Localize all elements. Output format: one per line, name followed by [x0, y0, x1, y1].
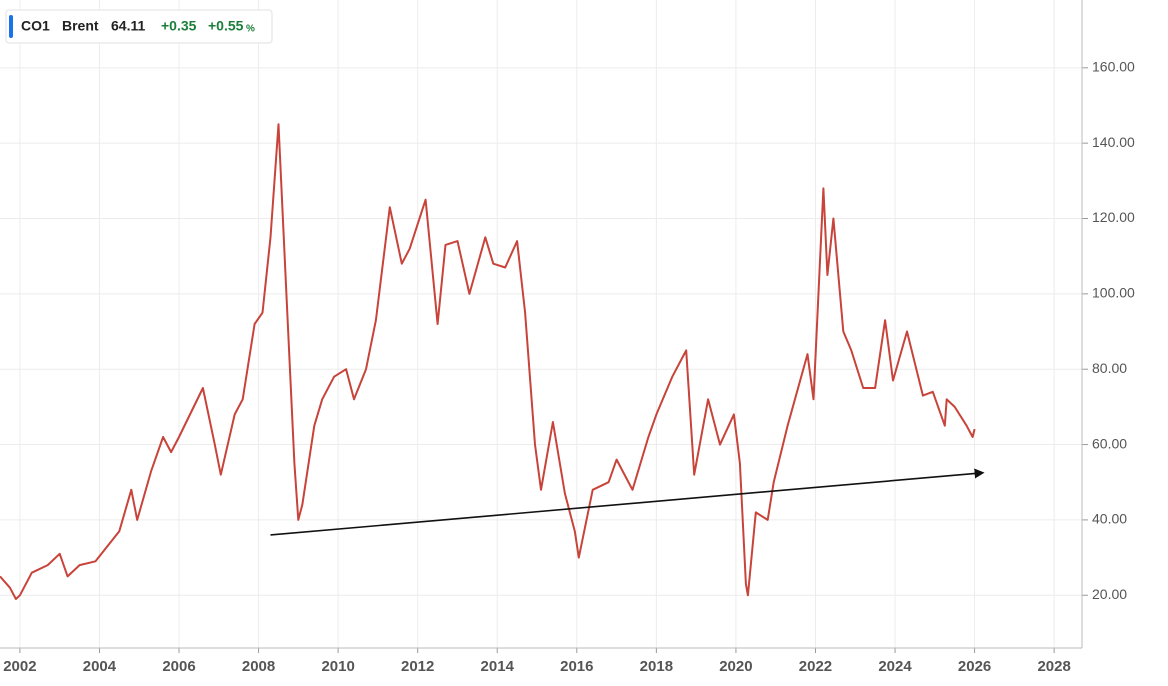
legend: CO1 Brent 64.11 +0.35 +0.55 %: [5, 9, 273, 44]
legend-name: Brent: [62, 18, 99, 34]
x-tick-label: 2026: [958, 658, 991, 675]
x-tick-label: 2018: [640, 658, 673, 675]
x-tick-label: 2002: [3, 658, 36, 675]
x-tick-label: 2012: [401, 658, 434, 675]
x-tick-label: 2016: [560, 658, 593, 675]
legend-symbol: CO1: [21, 18, 50, 34]
y-tick-label: 120.00: [1092, 209, 1135, 225]
x-tick-label: 2022: [799, 658, 832, 675]
legend-box: [5, 9, 273, 44]
trend-arrow: [270, 468, 985, 536]
y-tick-label: 100.00: [1092, 285, 1135, 301]
x-tick-label: 2014: [481, 658, 515, 675]
x-tick-label: 2020: [719, 658, 752, 675]
x-tick-label: 2010: [321, 658, 354, 675]
x-tick-label: 2004: [83, 658, 117, 675]
y-tick-label: 160.00: [1092, 59, 1135, 75]
y-tick-label: 80.00: [1092, 360, 1127, 376]
y-tick-label: 140.00: [1092, 134, 1135, 150]
legend-pct-sign: %: [246, 24, 255, 35]
y-tick-label: 60.00: [1092, 435, 1127, 451]
legend-last: 64.11: [111, 18, 145, 34]
price-line: [0, 123, 976, 600]
x-tick-label: 2006: [162, 658, 195, 675]
legend-change-pct: +0.55: [208, 18, 244, 34]
legend-marker: [9, 15, 13, 38]
y-tick-label: 40.00: [1092, 511, 1127, 527]
x-tick-label: 2008: [242, 658, 275, 675]
y-tick-label: 20.00: [1092, 586, 1127, 602]
x-tick-label: 2028: [1037, 658, 1070, 675]
x-tick-label: 2024: [878, 658, 912, 675]
legend-change: +0.35: [161, 18, 197, 34]
